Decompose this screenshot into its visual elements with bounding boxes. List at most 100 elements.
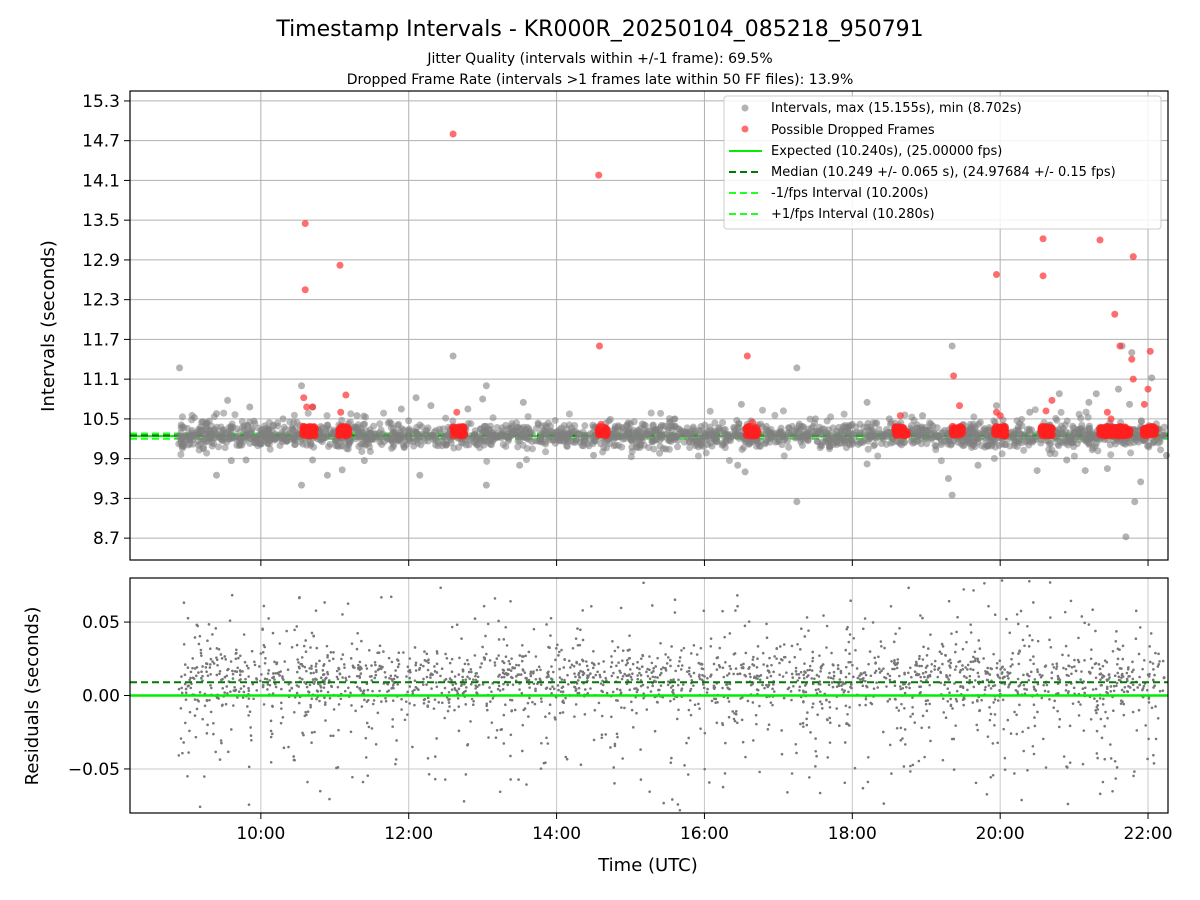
residual-point <box>423 650 426 653</box>
interval-point <box>719 419 727 427</box>
residual-point <box>712 662 716 666</box>
interval-point <box>806 430 814 438</box>
residual-point <box>470 697 474 701</box>
residual-point <box>314 665 318 668</box>
residual-point <box>681 683 685 686</box>
interval-point <box>917 435 925 443</box>
residual-point <box>255 689 259 692</box>
residual-point <box>479 665 482 669</box>
residual-point <box>451 683 455 687</box>
residual-point <box>502 682 505 686</box>
residual-point <box>198 691 202 694</box>
residual-point <box>212 662 216 665</box>
residual-point <box>457 673 461 676</box>
residual-point <box>395 658 399 661</box>
residual-point <box>618 669 621 673</box>
residual-point <box>973 650 977 654</box>
residual-point <box>669 686 673 689</box>
residual-point <box>498 689 502 692</box>
interval-point <box>765 428 773 436</box>
residual-point <box>1111 650 1115 653</box>
residual-point <box>840 684 843 687</box>
residual-point <box>825 624 829 628</box>
residual-point <box>724 741 727 745</box>
residual-point <box>384 699 388 703</box>
residual-point <box>817 687 820 691</box>
residual-point <box>351 664 355 668</box>
residual-point <box>721 686 724 690</box>
interval-point <box>694 443 702 451</box>
residual-point <box>875 681 878 684</box>
residual-point <box>251 682 255 686</box>
residual-point <box>242 633 246 636</box>
residual-point <box>695 653 699 656</box>
residual-point <box>303 714 307 718</box>
residual-point <box>762 663 765 666</box>
residual-point <box>724 661 727 664</box>
residual-point <box>233 689 237 693</box>
residual-point <box>671 688 675 692</box>
residual-point <box>780 752 784 756</box>
residual-point <box>903 743 907 746</box>
residual-point <box>903 728 907 731</box>
interval-point <box>793 364 801 372</box>
residual-point <box>1119 702 1123 705</box>
interval-point <box>659 431 667 439</box>
residual-point <box>1150 706 1154 710</box>
residual-point <box>1023 687 1026 691</box>
residual-point <box>818 680 822 683</box>
residual-point <box>565 757 569 761</box>
residual-point <box>520 655 524 658</box>
residual-point <box>837 724 841 728</box>
residual-point <box>929 670 933 673</box>
residual-point <box>402 651 405 654</box>
residual-point <box>665 662 669 665</box>
residual-point <box>1121 700 1124 704</box>
residual-point <box>1104 710 1107 714</box>
residual-point <box>210 686 213 690</box>
residual-point <box>680 664 684 667</box>
residual-point <box>355 674 359 678</box>
chart-subtitle-dropped: Dropped Frame Rate (intervals >1 frames … <box>347 72 854 88</box>
residual-point <box>660 671 663 675</box>
residual-point <box>709 674 713 677</box>
residual-point <box>411 745 414 749</box>
interval-point <box>1025 425 1033 433</box>
residual-point <box>773 655 776 658</box>
interval-point <box>360 421 368 429</box>
residual-point <box>1083 691 1086 695</box>
residual-point <box>504 703 507 707</box>
residual-point <box>422 664 425 668</box>
residual-point <box>1113 759 1117 763</box>
residual-point <box>383 670 387 674</box>
residual-point <box>1131 677 1135 681</box>
residual-point <box>221 686 225 690</box>
residual-point <box>803 670 806 673</box>
residual-point <box>1032 662 1035 666</box>
residual-point <box>736 672 739 676</box>
residual-point <box>199 648 203 652</box>
residual-point <box>1020 798 1023 802</box>
interval-point <box>212 434 220 442</box>
residual-point <box>237 656 240 660</box>
residual-point <box>982 657 985 660</box>
interval-point <box>304 409 312 417</box>
residual-point <box>921 616 924 620</box>
residual-point <box>763 686 766 690</box>
residual-point <box>832 670 836 674</box>
interval-point <box>220 409 228 417</box>
interval-point <box>634 429 642 437</box>
residual-point <box>1031 638 1034 642</box>
residual-point <box>1064 689 1068 692</box>
residual-point <box>281 716 285 719</box>
residual-point <box>903 707 906 710</box>
interval-point <box>606 415 614 423</box>
intervals-grid <box>130 91 1168 560</box>
residual-point <box>936 668 940 671</box>
residual-point <box>653 680 656 684</box>
interval-point <box>823 417 831 425</box>
residual-point <box>247 697 251 700</box>
interval-point <box>484 429 492 437</box>
residual-point <box>1152 668 1155 671</box>
residual-point <box>680 649 683 652</box>
